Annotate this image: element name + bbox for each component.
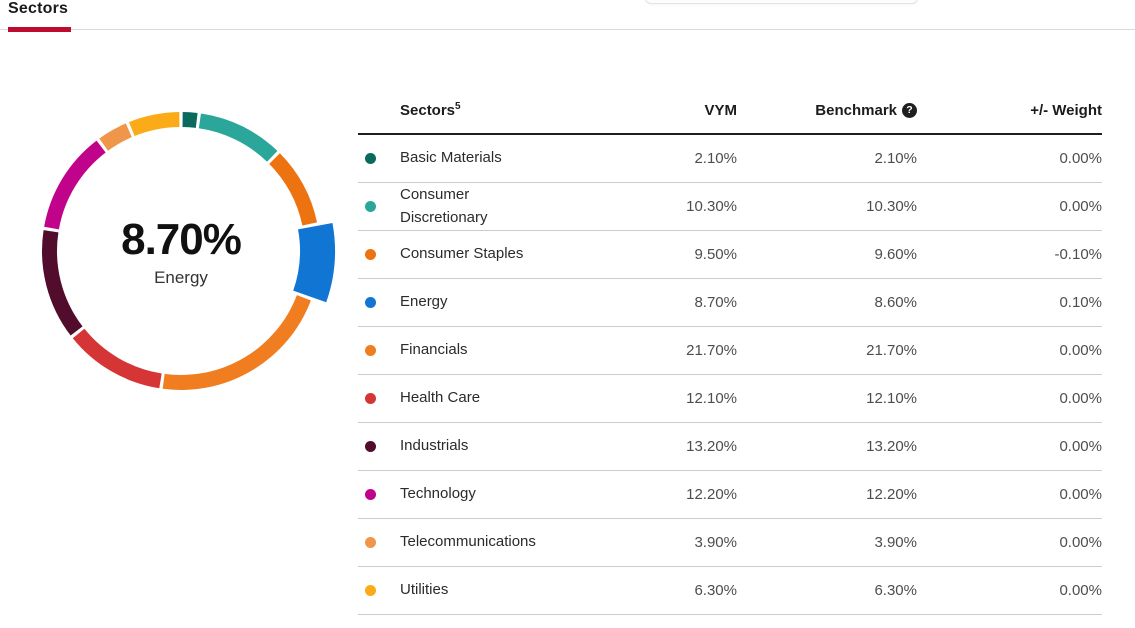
table-header-row: Sectors5 VYM Benchmark ? +/- Weight (358, 87, 1102, 135)
benchmark-value: 8.60% (874, 294, 917, 311)
weight-value: 0.00% (1059, 390, 1102, 407)
sector-cell: Energy (358, 291, 587, 314)
donut-segment-technology[interactable] (44, 140, 106, 230)
table-row[interactable]: Consumer Discretionary 10.30% 10.30% 0.00% (358, 183, 1102, 231)
footnote-marker: 5 (455, 101, 461, 112)
benchmark-value: 2.10% (874, 150, 917, 167)
table-row[interactable]: Industrials 13.20% 13.20% 0.00% (358, 423, 1102, 471)
header-sectors: Sectors5 (400, 101, 461, 119)
sector-name: Basic Materials (400, 149, 502, 167)
tab-bar: Sectors (0, 0, 1135, 32)
table-row[interactable]: Utilities 6.30% 6.30% 0.00% (358, 567, 1102, 615)
weight-value: 0.00% (1059, 582, 1102, 599)
vym-value: 12.20% (686, 486, 737, 503)
vym-value: 6.30% (694, 582, 737, 599)
sector-cell: Technology (358, 483, 587, 506)
donut-svg[interactable] (25, 95, 337, 407)
sector-cell: Consumer Discretionary (358, 184, 587, 229)
weight-value: 0.00% (1059, 486, 1102, 503)
partial-dropdown-edge (645, 0, 918, 4)
weight-value: 0.00% (1059, 150, 1102, 167)
sector-cell: Utilities (358, 579, 587, 602)
sector-name: Consumer Discretionary (400, 186, 488, 226)
header-weight: +/- Weight (1030, 101, 1102, 119)
donut-segment-consumer-staples[interactable] (269, 153, 318, 226)
sector-cell: Industrials (358, 435, 587, 458)
weight-value: -0.10% (1054, 246, 1102, 263)
tab-sectors-label: Sectors (8, 0, 69, 17)
sector-color-dot (365, 585, 376, 596)
weight-value: 0.00% (1059, 534, 1102, 551)
benchmark-value: 13.20% (866, 438, 917, 455)
vym-value: 10.30% (686, 198, 737, 215)
sector-name: Financials (400, 341, 468, 359)
sectors-section: 8.70% Energy Sectors5 VYM Benchmark ? +/… (0, 30, 1135, 615)
sector-color-dot (365, 537, 376, 548)
table-row[interactable]: Basic Materials 2.10% 2.10% 0.00% (358, 135, 1102, 183)
sector-color-dot (365, 393, 376, 404)
vym-value: 8.70% (694, 294, 737, 311)
sector-cell: Consumer Staples (358, 243, 587, 266)
table-row[interactable]: Telecommunications 3.90% 3.90% 0.00% (358, 519, 1102, 567)
donut-segment-financials[interactable] (162, 295, 311, 390)
donut-segment-health-care[interactable] (72, 328, 162, 389)
sector-color-dot (365, 345, 376, 356)
table-row[interactable]: Technology 12.20% 12.20% 0.00% (358, 471, 1102, 519)
donut-segment-telecommunications[interactable] (99, 123, 132, 151)
benchmark-value: 3.90% (874, 534, 917, 551)
sector-name: Energy (400, 293, 448, 311)
table-row[interactable]: Health Care 12.10% 12.10% 0.00% (358, 375, 1102, 423)
benchmark-help-icon[interactable]: ? (902, 102, 917, 118)
tab-sectors[interactable]: Sectors (8, 0, 71, 32)
sector-name: Telecommunications (400, 533, 536, 551)
table-row[interactable]: Consumer Staples 9.50% 9.60% -0.10% (358, 231, 1102, 279)
sector-color-dot (365, 249, 376, 260)
sector-name: Utilities (400, 581, 449, 599)
sector-color-dot (365, 297, 376, 308)
sector-name: Technology (400, 485, 476, 503)
sector-name: Health Care (400, 389, 481, 407)
donut-segment-energy[interactable] (293, 223, 335, 303)
weight-value: 0.00% (1059, 198, 1102, 215)
donut-segment-industrials[interactable] (42, 230, 83, 336)
benchmark-value: 6.30% (874, 582, 917, 599)
benchmark-value: 10.30% (866, 198, 917, 215)
vym-value: 21.70% (686, 342, 737, 359)
donut-segment-utilities[interactable] (128, 112, 180, 137)
sector-cell: Telecommunications (358, 531, 587, 554)
donut-segment-consumer-discretionary[interactable] (198, 113, 278, 162)
sector-name: Industrials (400, 437, 469, 455)
sector-donut-chart: 8.70% Energy (0, 30, 358, 470)
sector-cell: Health Care (358, 387, 587, 410)
header-benchmark: Benchmark ? (737, 102, 917, 119)
benchmark-value: 12.20% (866, 486, 917, 503)
table-row[interactable]: Energy 8.70% 8.60% 0.10% (358, 279, 1102, 327)
benchmark-value: 12.10% (866, 390, 917, 407)
active-tab-indicator (8, 27, 71, 32)
vym-value: 2.10% (694, 150, 737, 167)
sectors-table: Sectors5 VYM Benchmark ? +/- Weight Basi… (358, 87, 1120, 615)
header-vym: VYM (704, 101, 737, 119)
benchmark-value: 21.70% (866, 342, 917, 359)
sector-cell: Financials (358, 339, 587, 362)
weight-value: 0.00% (1059, 342, 1102, 359)
sector-cell: Basic Materials (358, 147, 587, 170)
table-row[interactable]: Financials 21.70% 21.70% 0.00% (358, 327, 1102, 375)
weight-value: 0.10% (1059, 294, 1102, 311)
sector-color-dot (365, 201, 376, 212)
vym-value: 12.10% (686, 390, 737, 407)
table-body: Basic Materials 2.10% 2.10% 0.00% Consumer D… (358, 135, 1102, 615)
vym-value: 13.20% (686, 438, 737, 455)
sector-color-dot (365, 489, 376, 500)
vym-value: 3.90% (694, 534, 737, 551)
donut-segment-basic-materials[interactable] (182, 112, 198, 128)
sector-color-dot (365, 153, 376, 164)
sector-color-dot (365, 441, 376, 452)
benchmark-value: 9.60% (874, 246, 917, 263)
weight-value: 0.00% (1059, 438, 1102, 455)
vym-value: 9.50% (694, 246, 737, 263)
sector-name: Consumer Staples (400, 245, 524, 263)
